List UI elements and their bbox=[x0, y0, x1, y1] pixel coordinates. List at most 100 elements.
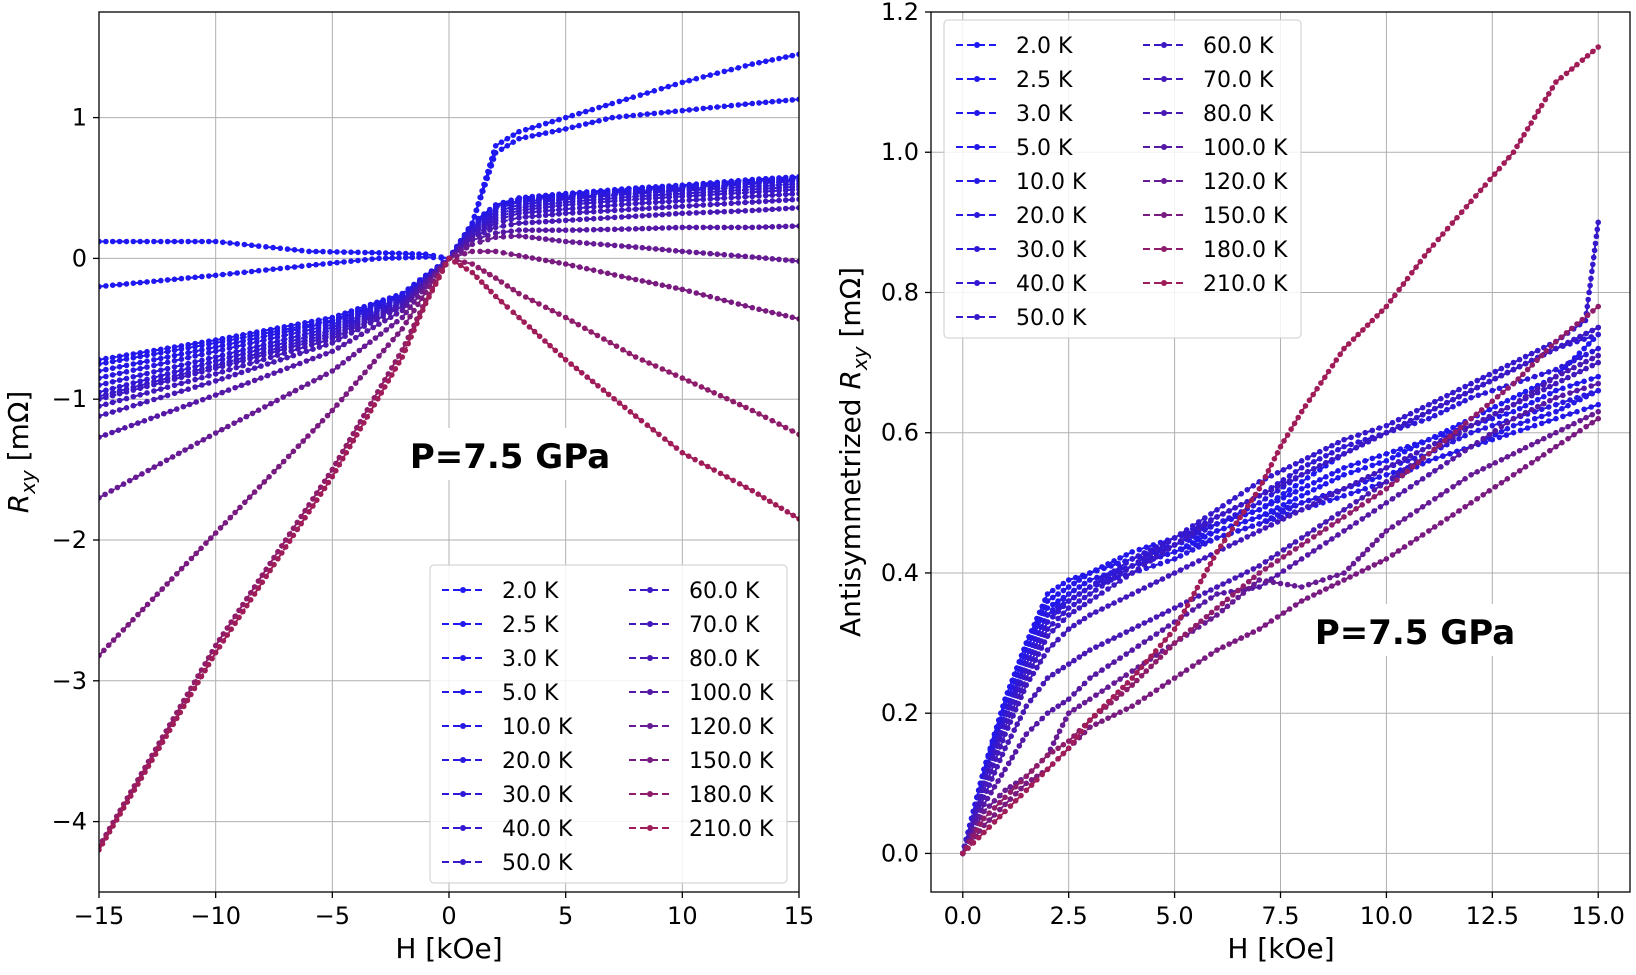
data-point bbox=[1044, 675, 1051, 681]
data-point bbox=[1138, 673, 1145, 679]
data-point bbox=[422, 300, 429, 307]
data-point bbox=[1504, 425, 1511, 432]
data-point bbox=[1304, 462, 1311, 468]
data-point bbox=[477, 234, 483, 241]
data-point bbox=[1111, 558, 1117, 564]
data-point bbox=[1334, 572, 1340, 579]
data-point bbox=[584, 374, 590, 380]
data-point bbox=[1482, 390, 1489, 396]
data-point bbox=[1346, 341, 1352, 347]
data-point bbox=[549, 227, 556, 233]
data-point bbox=[583, 209, 590, 215]
data-point bbox=[99, 434, 102, 440]
data-point bbox=[997, 813, 1003, 820]
data-point bbox=[1531, 415, 1538, 422]
data-point bbox=[742, 208, 749, 214]
data-point bbox=[164, 238, 171, 245]
data-point bbox=[582, 108, 589, 115]
data-point bbox=[707, 293, 714, 300]
data-point bbox=[1486, 406, 1493, 413]
data-point bbox=[486, 169, 493, 175]
data-point bbox=[1094, 574, 1100, 581]
data-point bbox=[1093, 692, 1099, 698]
data-point bbox=[1055, 584, 1061, 590]
data-point bbox=[1032, 657, 1039, 663]
data-point bbox=[504, 135, 511, 142]
data-point bbox=[1492, 375, 1499, 382]
data-point bbox=[1070, 739, 1076, 746]
data-point bbox=[206, 373, 212, 379]
data-point bbox=[1202, 522, 1208, 528]
data-point bbox=[212, 649, 219, 656]
data-point bbox=[605, 391, 612, 398]
data-point bbox=[1492, 484, 1499, 490]
data-point bbox=[161, 410, 167, 417]
data-point bbox=[1304, 504, 1311, 510]
data-point bbox=[600, 387, 607, 393]
data-point bbox=[1553, 366, 1559, 373]
data-point bbox=[220, 638, 227, 644]
data-point bbox=[1413, 536, 1420, 542]
data-point bbox=[1087, 570, 1093, 576]
data-point bbox=[1341, 465, 1347, 471]
data-point bbox=[1202, 527, 1208, 533]
data-point bbox=[1129, 549, 1135, 555]
data-point bbox=[1389, 496, 1396, 502]
data-point bbox=[1071, 608, 1077, 615]
data-point bbox=[1178, 614, 1184, 620]
data-point bbox=[776, 256, 782, 263]
data-point bbox=[665, 109, 672, 115]
data-point bbox=[975, 834, 982, 841]
data-point bbox=[1329, 522, 1335, 528]
data-point bbox=[686, 107, 693, 113]
data-point bbox=[99, 495, 102, 501]
data-point bbox=[1447, 451, 1453, 457]
data-point bbox=[1101, 703, 1107, 709]
legend-marker bbox=[647, 723, 653, 729]
data-point bbox=[408, 334, 414, 340]
data-point bbox=[133, 474, 139, 481]
data-point bbox=[1188, 596, 1194, 603]
data-point bbox=[1353, 506, 1359, 512]
data-point bbox=[658, 109, 665, 116]
data-point bbox=[576, 216, 583, 223]
data-point bbox=[1193, 622, 1199, 629]
data-point bbox=[469, 261, 476, 267]
data-point bbox=[597, 203, 604, 210]
data-point bbox=[569, 112, 576, 119]
data-point bbox=[234, 241, 240, 247]
data-point bbox=[352, 380, 359, 387]
data-point bbox=[522, 227, 529, 233]
data-point bbox=[376, 255, 382, 262]
data-point bbox=[237, 417, 243, 423]
data-point bbox=[782, 257, 789, 263]
data-point bbox=[115, 427, 122, 434]
data-point bbox=[185, 349, 191, 356]
data-point bbox=[1291, 583, 1298, 589]
data-point bbox=[1456, 393, 1462, 400]
data-point bbox=[1202, 515, 1208, 521]
data-point bbox=[1462, 383, 1468, 390]
data-point bbox=[659, 225, 666, 231]
data-point bbox=[1141, 695, 1148, 701]
data-point bbox=[639, 205, 646, 212]
data-point bbox=[185, 365, 191, 372]
data-point bbox=[1123, 594, 1129, 600]
data-point bbox=[199, 362, 205, 368]
data-point bbox=[679, 248, 686, 255]
data-point bbox=[1177, 538, 1184, 544]
data-point bbox=[253, 339, 260, 345]
data-point bbox=[611, 198, 618, 204]
data-point bbox=[1171, 570, 1178, 576]
data-point bbox=[576, 205, 583, 211]
data-point bbox=[1516, 391, 1523, 398]
data-point bbox=[1147, 558, 1154, 564]
data-point bbox=[1271, 456, 1278, 462]
data-point bbox=[1123, 629, 1129, 635]
data-point bbox=[1534, 396, 1541, 403]
data-point bbox=[1221, 532, 1227, 539]
data-point bbox=[212, 358, 219, 365]
data-point bbox=[536, 256, 542, 263]
legend-marker bbox=[974, 246, 980, 252]
data-point bbox=[1574, 394, 1580, 401]
